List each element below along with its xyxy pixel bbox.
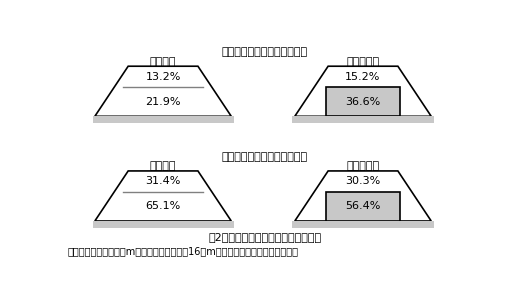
- Text: 図2　耕起法と土壌含水率との関係．: 図2 耕起法と土壌含水率との関係．: [208, 232, 321, 242]
- Text: 65.1%: 65.1%: [145, 201, 180, 211]
- Text: 有芯部分耕: 有芯部分耕: [346, 161, 379, 171]
- Polygon shape: [293, 221, 434, 228]
- Text: 21.9%: 21.9%: [145, 97, 181, 107]
- Polygon shape: [93, 116, 234, 123]
- Text: 全層耕起: 全層耕起: [150, 161, 176, 171]
- Text: 湿潤時土壌含水率（体積％）: 湿潤時土壌含水率（体積％）: [221, 152, 308, 162]
- Text: 15.2%: 15.2%: [345, 72, 381, 82]
- Text: 全層耕起: 全層耕起: [150, 57, 176, 67]
- Polygon shape: [95, 66, 231, 116]
- Polygon shape: [293, 116, 434, 123]
- Polygon shape: [295, 171, 431, 221]
- Text: 上部は地表面０～８｣m，下部は地表面８～16｣m．　塗りつぶし部分は不耕起部: 上部は地表面０～８｣m，下部は地表面８～16｣m． 塗りつぶし部分は不耕起部: [68, 246, 299, 256]
- Text: 乾燥時土壌含水率（体積％）: 乾燥時土壌含水率（体積％）: [221, 47, 308, 57]
- Text: 56.4%: 56.4%: [345, 201, 381, 211]
- Text: 30.3%: 30.3%: [345, 176, 381, 186]
- Polygon shape: [295, 66, 431, 116]
- Polygon shape: [95, 171, 231, 221]
- Text: 31.4%: 31.4%: [145, 176, 181, 186]
- Text: 36.6%: 36.6%: [345, 97, 381, 107]
- Text: 13.2%: 13.2%: [145, 72, 181, 82]
- Polygon shape: [93, 221, 234, 228]
- Polygon shape: [326, 192, 400, 221]
- Polygon shape: [326, 87, 400, 116]
- Text: 有芯部分耕: 有芯部分耕: [346, 57, 379, 67]
